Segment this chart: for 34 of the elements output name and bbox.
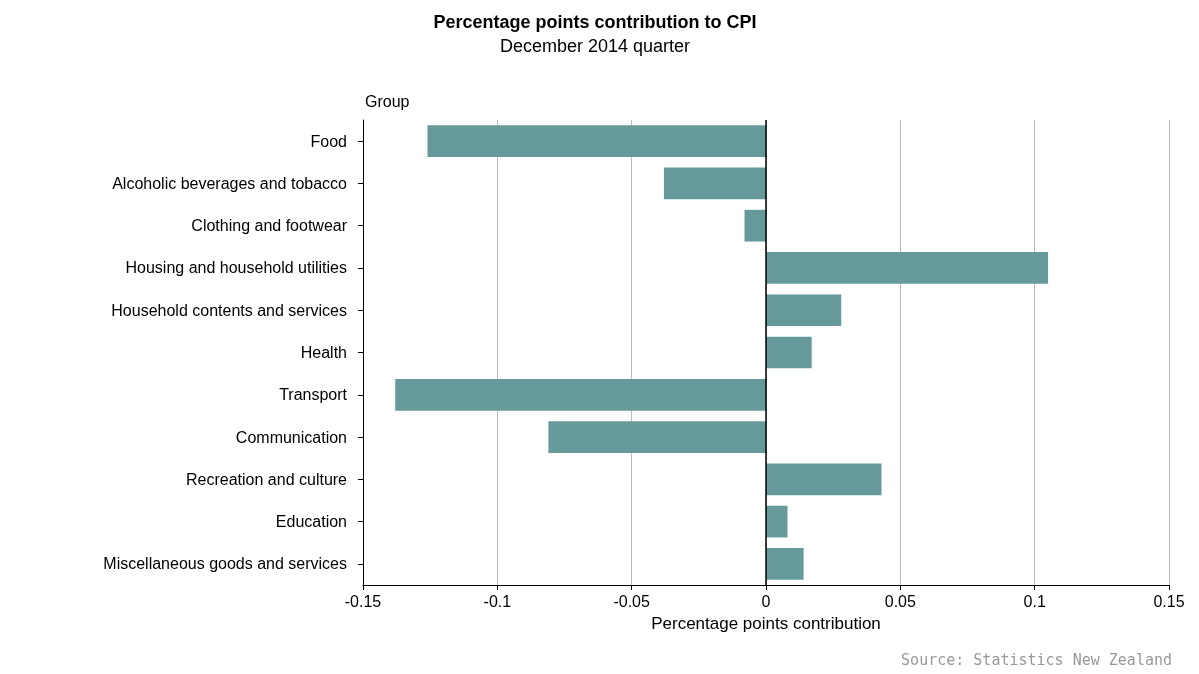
y-tick-label: Food [310,132,347,150]
x-tick-label: 0.05 [884,592,917,610]
bar [766,252,1049,284]
bar [663,167,766,200]
bar [395,378,766,411]
x-tick-label: -0.1 [483,592,512,610]
bar [766,505,788,538]
y-tick-label: Education [275,513,347,531]
x-tick-label: 0.1 [1023,592,1046,610]
source-note: Source: Statistics New Zealand [901,650,1173,669]
y-tick-label: Household contents and services [111,301,347,319]
y-tick-label: Alcoholic beverages and tobacco [112,174,348,192]
x-tick-label: 0 [761,592,771,610]
y-tick-label: Transport [279,386,348,404]
x-tick-label: 0.15 [1153,592,1185,610]
y-axis-title: Group [365,92,410,110]
y-tick-label: Miscellaneous goods and services [103,555,347,573]
bar [766,336,812,369]
chart-subtitle: December 2014 quarter [499,36,691,56]
bar [766,294,842,327]
bar [766,548,804,580]
bar [427,125,766,157]
y-tick-label: Health [300,344,347,361]
bar [766,463,882,496]
chart-title: Percentage points contribution to CPI [433,12,757,32]
x-tick-label: -0.05 [613,592,650,610]
bar [548,421,766,453]
x-tick-label: -0.15 [344,592,382,610]
x-axis-title: Percentage points contribution [651,614,881,633]
y-tick-label: Clothing and footwear [191,217,348,235]
y-tick-label: Recreation and culture [186,470,348,488]
y-tick-label: Housing and household utilities [125,259,347,277]
y-tick-label: Communication [235,428,347,446]
bar [744,209,766,242]
